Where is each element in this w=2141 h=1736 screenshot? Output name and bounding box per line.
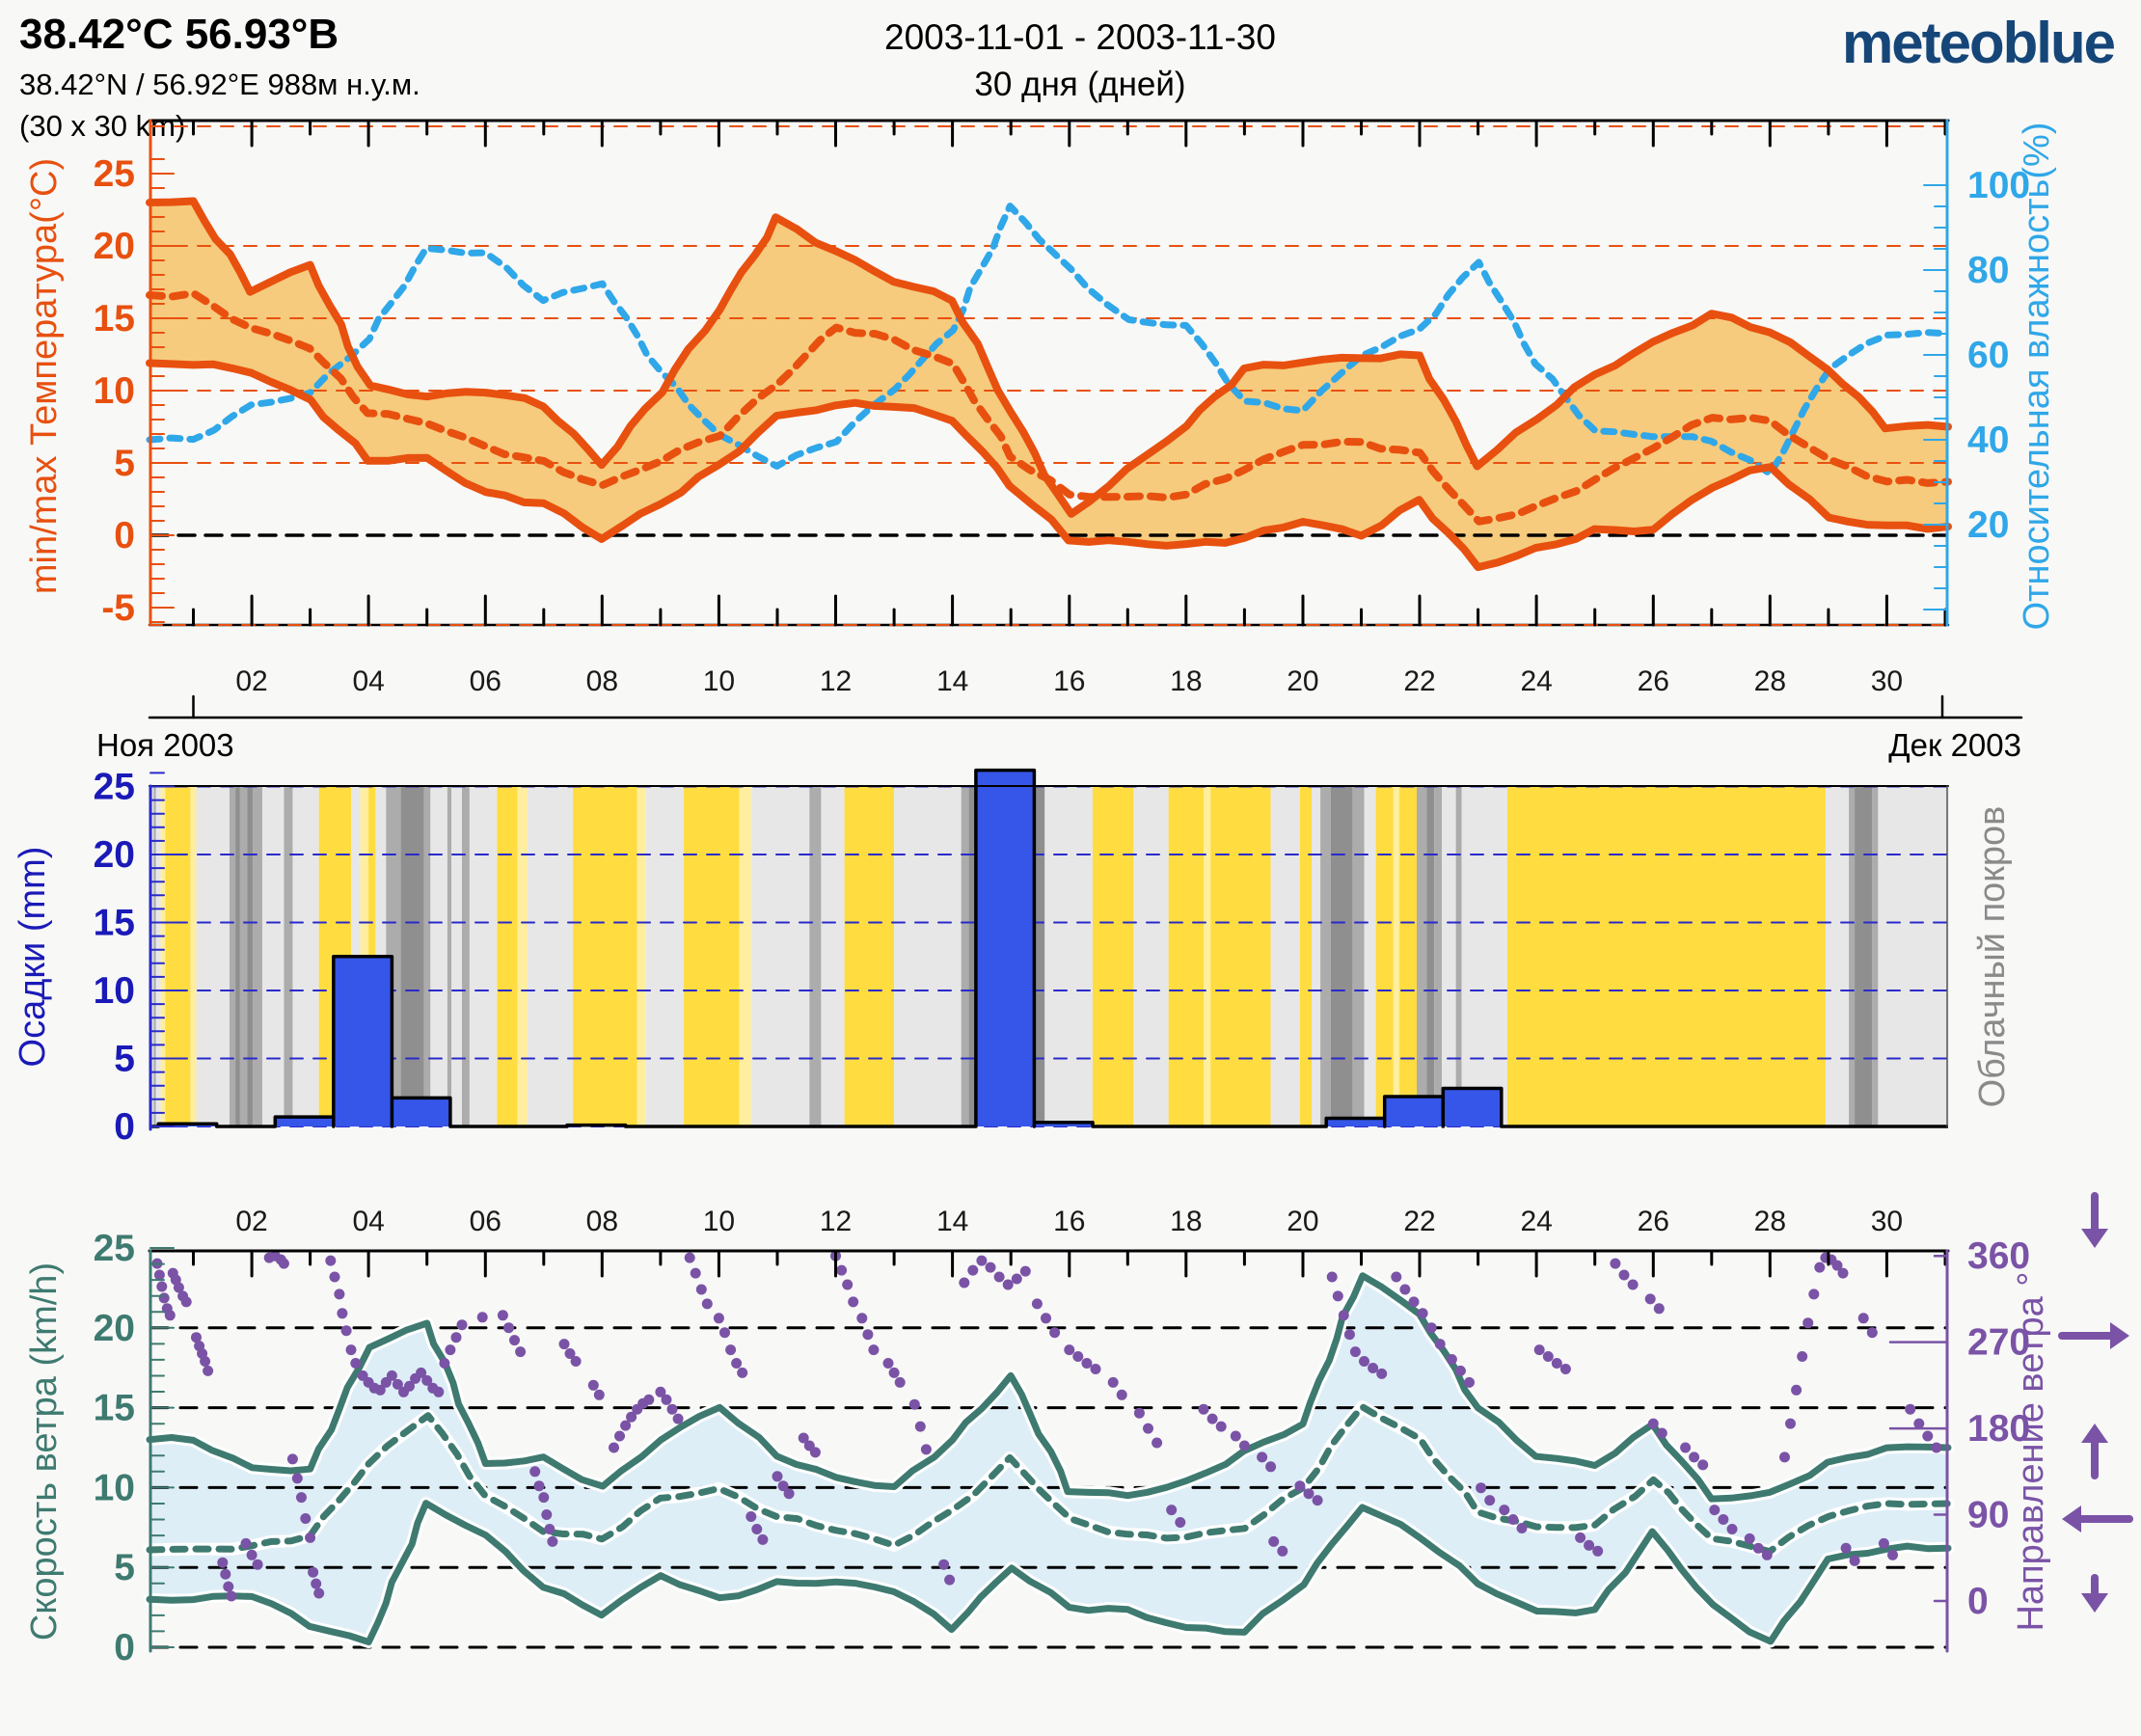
svg-text:08: 08 (586, 665, 618, 697)
month-axis: Ноя 2003 Дек 2003 (96, 694, 2023, 763)
svg-text:90: 90 (1967, 1495, 2009, 1536)
svg-text:80: 80 (1967, 250, 2009, 291)
svg-text:270: 270 (1967, 1322, 2030, 1364)
meteoblue-logo: meteoblue (1841, 11, 2116, 75)
month-label-right: Дек 2003 (1888, 727, 2021, 763)
svg-text:5: 5 (114, 1547, 135, 1588)
svg-text:0: 0 (1967, 1581, 1989, 1622)
svg-text:04: 04 (352, 1206, 384, 1237)
svg-text:26: 26 (1638, 1206, 1669, 1237)
svg-text:14: 14 (936, 1206, 968, 1237)
svg-text:15: 15 (94, 1388, 135, 1429)
wind-direction-axis-title: Направление ветра ° (2011, 1271, 2051, 1631)
svg-text:14: 14 (936, 665, 968, 697)
svg-text:12: 12 (820, 1206, 852, 1237)
location-header: 38.42°С 56.93°В 38.42°N / 56.92°E 988м н… (19, 8, 420, 146)
precipitation-axis-title: Осадки (mm) (13, 847, 53, 1068)
svg-text:02: 02 (235, 665, 267, 697)
temperature-axis-title: min/max Температура(°C) (24, 158, 65, 594)
svg-text:360: 360 (1967, 1235, 2030, 1277)
precipitation-cloud-chart: 25 20 15 10 5 0 Осадки (mm) Облачный покров (13, 767, 2013, 1149)
arrow-up-icon (2081, 1424, 2108, 1479)
svg-text:25: 25 (94, 767, 135, 808)
svg-text:0: 0 (114, 1106, 135, 1148)
svg-text:28: 28 (1754, 665, 1786, 697)
svg-text:30: 30 (1871, 665, 1903, 697)
svg-text:10: 10 (703, 665, 735, 697)
wind-day-labels: 02 04 06 08 10 12 14 16 18 20 22 24 26 28 30 (235, 1206, 1903, 1237)
svg-text:10: 10 (703, 1206, 735, 1237)
date-range: 2003-11-01 - 2003-11-30 (884, 17, 1276, 57)
svg-text:06: 06 (470, 1206, 501, 1237)
svg-text:08: 08 (586, 1206, 618, 1237)
svg-text:24: 24 (1520, 665, 1552, 697)
arrow-left-icon (2062, 1505, 2133, 1533)
wind-chart: 25 20 15 10 5 0 360 270 180 90 0 Скорость ветра (km… (24, 1228, 2051, 1668)
svg-text:25: 25 (94, 1228, 135, 1269)
svg-text:10: 10 (94, 370, 135, 412)
period-header: 2003-11-01 - 2003-11-30 30 дня (дней) (704, 14, 1456, 107)
arrow-down-icon (2081, 1192, 2108, 1248)
svg-text:16: 16 (1053, 1206, 1085, 1237)
cloud-cover-bands (149, 787, 1949, 1126)
wind-direction-scatter (151, 1250, 1942, 1602)
arrow-right-icon (2058, 1322, 2129, 1349)
location-coordinates: 38.42°N / 56.92°E 988м н.у.м. (19, 68, 420, 101)
svg-text:16: 16 (1053, 665, 1085, 697)
svg-text:22: 22 (1403, 1206, 1435, 1237)
svg-text:100: 100 (1967, 165, 2030, 206)
svg-text:04: 04 (352, 665, 384, 697)
svg-text:60: 60 (1967, 335, 2009, 376)
svg-text:20: 20 (1287, 1206, 1318, 1237)
svg-text:15: 15 (94, 903, 135, 944)
svg-text:18: 18 (1170, 1206, 1202, 1237)
svg-text:180: 180 (1967, 1408, 2030, 1450)
humidity-axis-title: Относительная влажность(%) (2017, 122, 2057, 631)
svg-text:12: 12 (820, 665, 852, 697)
svg-text:24: 24 (1520, 1206, 1552, 1237)
arrow-down-icon (2081, 1574, 2108, 1613)
svg-text:5: 5 (114, 443, 135, 484)
svg-text:06: 06 (470, 665, 501, 697)
precipitation-bars (149, 768, 1948, 1128)
temp-day-labels: 02 04 06 08 10 12 14 16 18 20 22 24 26 28 30 (235, 665, 1903, 697)
month-label-left: Ноя 2003 (96, 727, 234, 763)
svg-text:30: 30 (1871, 1206, 1903, 1237)
svg-text:20: 20 (94, 834, 135, 876)
svg-text:22: 22 (1403, 665, 1435, 697)
location-title: 38.42°С 56.93°В (19, 11, 339, 58)
svg-text:02: 02 (235, 1206, 267, 1237)
svg-text:0: 0 (114, 515, 135, 556)
day-count: 30 дня (дней) (974, 65, 1186, 103)
svg-text:10: 10 (94, 970, 135, 1012)
cloud-cover-axis-title: Облачный покров (1972, 806, 2013, 1108)
svg-text:10: 10 (94, 1467, 135, 1508)
wind-direction-arrows (2058, 1192, 2133, 1613)
svg-text:40: 40 (1967, 420, 2009, 461)
svg-text:5: 5 (114, 1039, 135, 1080)
svg-text:18: 18 (1170, 665, 1202, 697)
temperature-humidity-chart: 25 20 15 10 5 0 -5 100 80 60 40 20 min/max Температу… (24, 119, 2057, 631)
wind-speed-axis-title: Скорость ветра (km/h) (24, 1262, 65, 1641)
svg-text:-5: -5 (101, 587, 135, 629)
svg-text:26: 26 (1638, 665, 1669, 697)
svg-text:20: 20 (94, 226, 135, 267)
svg-text:20: 20 (1287, 665, 1318, 697)
svg-text:15: 15 (94, 298, 135, 339)
svg-text:20: 20 (1967, 504, 2009, 546)
svg-text:25: 25 (94, 153, 135, 195)
svg-text:20: 20 (94, 1308, 135, 1349)
svg-text:0: 0 (114, 1627, 135, 1668)
svg-text:28: 28 (1754, 1206, 1786, 1237)
